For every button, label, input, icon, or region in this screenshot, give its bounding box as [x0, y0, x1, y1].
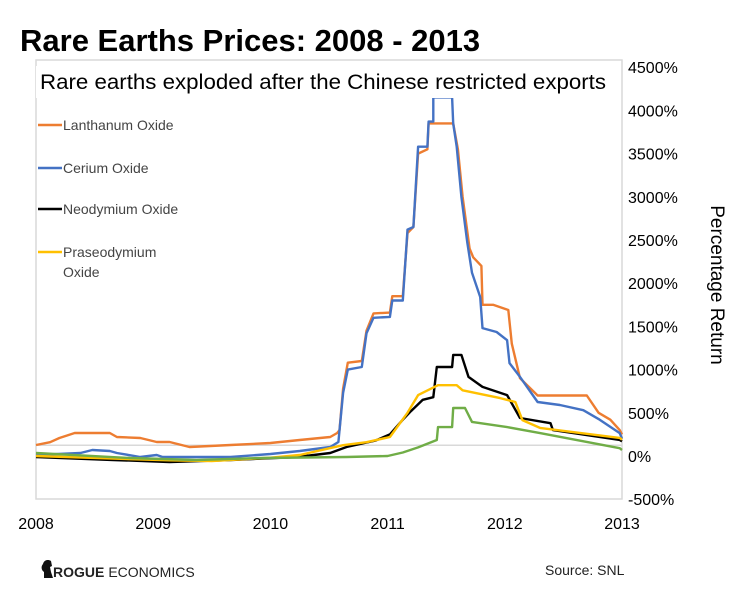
y-tick-label: 0% — [628, 449, 651, 466]
x-tick-label: 2008 — [18, 516, 54, 533]
legend-label: Lanthanum Oxide — [63, 117, 174, 133]
plot-area — [35, 59, 623, 500]
y-tick-label: 3500% — [628, 147, 678, 164]
y-tick-label: 1000% — [628, 363, 678, 380]
y-axis-ticks: 4500% 4000% 3500% 3000% 2500% 2000% 1500% 1000%… — [628, 60, 678, 509]
x-tick-label: 2010 — [253, 516, 289, 533]
legend-label: Neodymium Oxide — [63, 201, 178, 217]
y-tick-label: 4500% — [628, 60, 678, 77]
y-tick-label: -500% — [628, 492, 674, 509]
legend-label: Praseodymium — [63, 244, 156, 260]
y-tick-label: 2500% — [628, 233, 678, 250]
series-line-cerium-oxide — [35, 96, 624, 459]
chart-subtitle: Rare earths exploded after the Chinese r… — [40, 71, 606, 94]
x-axis-ticks: 2008 2009 2010 2011 2012 2013 — [18, 516, 640, 533]
source-note: Source: SNL — [545, 562, 625, 578]
series-line-lanthanum-oxide — [35, 122, 624, 449]
series-layer — [35, 96, 624, 464]
chart-title: Rare Earths Prices: 2008 - 2013 — [20, 23, 480, 58]
x-tick-label: 2013 — [604, 516, 640, 533]
subtitle-box — [36, 66, 612, 98]
legend: Lanthanum Oxide Cerium Oxide Neodymium Oxi… — [38, 117, 178, 280]
x-tick-label: 2011 — [370, 516, 405, 533]
x-tick-label: 2009 — [135, 516, 171, 533]
series-line-praseodymium-oxide — [35, 384, 623, 463]
y-tick-label: 500% — [628, 406, 669, 423]
y-axis-label: Percentage Return — [706, 205, 727, 365]
brand-rest: ECONOMICS — [108, 564, 194, 580]
y-tick-label: 3000% — [628, 190, 678, 207]
brand-bold: ROGUE — [53, 564, 104, 580]
legend-label: Cerium Oxide — [63, 160, 149, 176]
brand-logo: ROGUE ECONOMICS — [41, 560, 195, 580]
y-tick-label: 1500% — [628, 319, 678, 336]
y-tick-label: 2000% — [628, 276, 678, 293]
legend-label: Oxide — [63, 264, 100, 280]
series-line-unlabeled-green — [35, 406, 623, 462]
knight-icon — [41, 560, 53, 578]
y-tick-label: 4000% — [628, 103, 678, 120]
x-tick-label: 2012 — [487, 516, 523, 533]
